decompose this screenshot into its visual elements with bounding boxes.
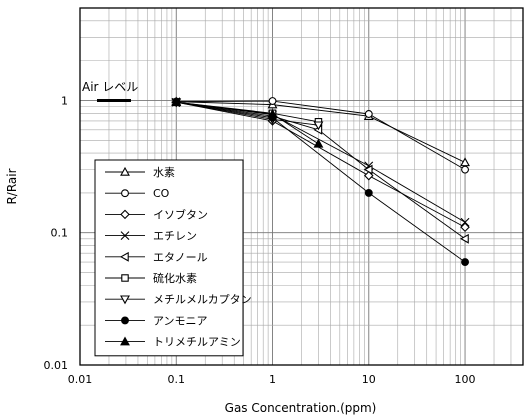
y-tick-label: 0.1 [51,227,69,240]
legend-label: トリメチルアミン [153,336,241,349]
x-axis-label: Gas Concentration.(ppm) [225,401,377,415]
data-point [267,108,278,118]
series-line [176,101,466,163]
data-point [364,170,374,181]
x-tick-label: 10 [362,373,376,386]
legend-label: 水素 [153,166,175,179]
y-tick-label: 1 [61,94,68,107]
data-point [459,233,469,244]
legend-item: トリメチルアミン [105,336,241,349]
series-9 [171,97,324,148]
legend-label: エチレン [153,230,197,243]
legend: 水素 CO イソブタンエチレンエタノール硫化水素メチルメルカプタンアンモニアトリメチ… [94,159,252,357]
legend-label: 硫化水素 [153,271,197,285]
legend-item: CO [105,187,170,200]
data-point [460,217,470,227]
legend-label: イソブタン [153,207,208,221]
data-point [363,164,373,175]
legend-item: メチルメルカプタン [105,293,252,306]
legend-item: アンモニア [105,314,208,327]
data-point [313,138,324,148]
x-tick-label: 0.01 [68,373,93,386]
legend-label: エタノール [153,251,208,264]
data-point [364,188,373,197]
legend-marker [121,189,129,198]
legend-marker [120,295,130,305]
data-point [364,110,373,118]
legend-item: 水素 [105,166,175,179]
legend-marker [120,209,130,220]
plot-frame [79,7,524,366]
legend-label: アンモニア [153,314,208,327]
y-tick-label: 0.01 [44,359,69,372]
legend-marker [120,166,130,176]
data-point [460,157,470,167]
legend-item: 硫化水素 [105,271,197,285]
air-level-annotation: Air レベル [82,80,138,102]
data-point [461,258,469,267]
legend-marker [121,274,129,282]
legend-marker [119,251,129,262]
data-point [313,121,324,131]
legend-item: エタノール [105,251,208,264]
data-point [460,222,470,233]
y-axis-label: R/Rair [5,168,19,204]
x-tick-label: 100 [455,373,476,386]
x-tick-label: 1 [269,373,276,386]
legend-box [94,159,244,357]
series-group [171,96,470,267]
data-point [461,165,469,174]
air-level-label: Air レベル [82,80,138,94]
legend-label: メチルメルカプタン [153,293,252,306]
data-point [171,97,182,106]
x-tick-label: 0.1 [168,373,186,386]
series-line [176,101,466,228]
x-tick-labels: 0.01 0.1 1 10 100 [68,373,476,386]
legend-marker [121,316,129,325]
series-line [176,100,466,171]
legend-item: イソブタン [105,207,208,221]
legend-label: CO [153,187,170,200]
legend-item: エチレン [105,230,197,243]
y-tick-labels: 0.01 0.1 1 [44,94,69,372]
data-point [268,97,277,105]
series-line [176,101,466,263]
legend-marker [120,231,130,240]
legend-marker [120,336,130,346]
